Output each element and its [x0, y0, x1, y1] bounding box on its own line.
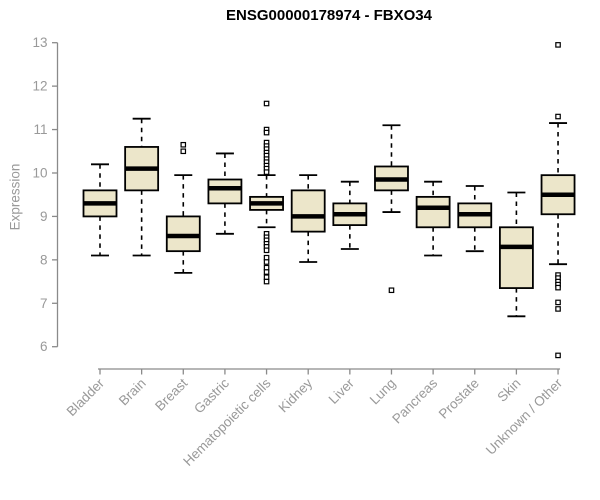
x-tick-label: Brain — [116, 376, 149, 409]
y-tick-label: 8 — [40, 252, 48, 267]
outlier-point — [555, 284, 561, 291]
x-tick-label: Breast — [152, 375, 190, 413]
y-tick-label: 10 — [32, 165, 47, 180]
y-tick-label: 13 — [32, 35, 47, 50]
x-tick-label: Skin — [494, 376, 523, 405]
outlier-point — [263, 278, 270, 285]
x-tick-label: Lung — [367, 376, 399, 408]
outlier-point — [263, 269, 270, 275]
x-tick-label: Liver — [326, 375, 358, 407]
x-tick-label: Gastric — [191, 375, 232, 416]
x-tick-label: Kidney — [276, 375, 316, 415]
iqr-box — [207, 178, 243, 205]
outlier-point — [180, 148, 187, 155]
y-tick-label: 7 — [40, 296, 48, 311]
outlier-point — [263, 100, 270, 107]
box-group-gastric — [207, 152, 243, 235]
y-tick-label: 12 — [32, 79, 47, 94]
outlier-point — [555, 352, 561, 359]
iqr-box — [498, 226, 534, 289]
chart-title: ENSG00000178974 - FBXO34 — [226, 7, 432, 24]
iqr-box — [415, 195, 451, 229]
outlier-point — [263, 129, 270, 136]
outlier-point — [263, 169, 270, 175]
y-tick-label: 11 — [33, 122, 47, 137]
outlier-point — [263, 254, 270, 261]
outlier-point — [555, 299, 561, 306]
outlier-point — [555, 306, 561, 312]
x-tick-label: Unknown / Other — [483, 375, 566, 458]
box-group-kidney — [290, 174, 326, 263]
outlier-point — [555, 113, 561, 120]
y-tick-label: 9 — [40, 209, 48, 224]
outlier-point — [555, 42, 561, 48]
iqr-box — [290, 189, 326, 233]
outlier-point — [263, 259, 270, 265]
box-group-bladder — [82, 163, 118, 257]
outlier-point — [263, 274, 270, 281]
x-tick-label: Bladder — [64, 375, 108, 419]
box-group-hematopoietic-cells — [249, 100, 284, 285]
box-group-breast — [165, 141, 201, 274]
box-group-prostate — [457, 185, 493, 253]
x-tick-label: Prostate — [436, 376, 482, 422]
box-group-brain — [124, 117, 160, 257]
y-tick-label: 6 — [40, 339, 48, 354]
outlier-point — [263, 264, 270, 271]
box-group-lung — [374, 124, 409, 294]
box-group-unknown-other — [540, 42, 576, 359]
outlier-point — [180, 141, 187, 148]
x-tick-label: Pancreas — [389, 375, 440, 426]
box-group-liver — [332, 180, 368, 250]
outlier-point — [263, 247, 270, 254]
outlier-point — [388, 287, 395, 294]
box-group-skin — [498, 191, 534, 318]
box-group-pancreas — [415, 180, 451, 257]
